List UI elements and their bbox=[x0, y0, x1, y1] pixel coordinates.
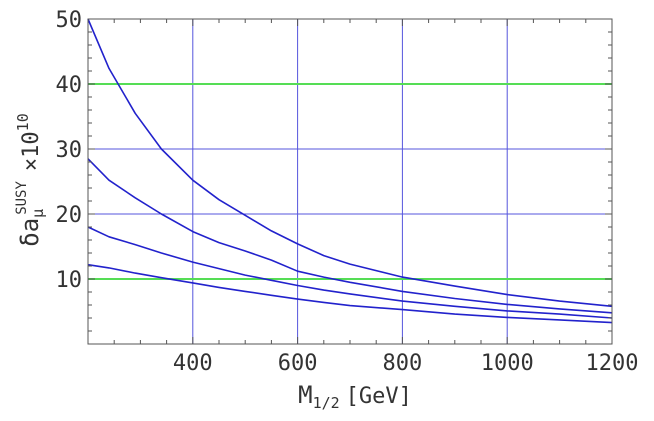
y-tick-label: 10 bbox=[56, 268, 83, 293]
series-line-1 bbox=[87, 18, 613, 308]
plot-frame bbox=[87, 18, 613, 345]
y-axis-label: δaμSUSY ×1010 bbox=[14, 113, 47, 246]
x-tick-label: 1000 bbox=[481, 351, 534, 376]
y-tick-label: 50 bbox=[56, 8, 83, 33]
x-axis-label: M1/2 [GeV] bbox=[298, 381, 412, 412]
y-axis-label-factor: ×10 bbox=[19, 131, 44, 171]
series-line-3 bbox=[87, 226, 613, 319]
x-tick-label: 800 bbox=[383, 351, 423, 376]
x-tick-label: 600 bbox=[278, 351, 318, 376]
y-tick-label: 40 bbox=[56, 73, 83, 98]
x-axis-label-sub: 1/2 bbox=[313, 394, 340, 412]
ticks-layer bbox=[87, 18, 613, 345]
series-layer bbox=[87, 18, 613, 324]
x-axis-label-unit: [GeV] bbox=[346, 384, 412, 409]
x-tick-label: 400 bbox=[173, 351, 213, 376]
y-tick-label: 20 bbox=[56, 203, 83, 228]
series-line-4 bbox=[87, 263, 613, 324]
grid-layer bbox=[88, 19, 612, 344]
y-axis-label-factor-exp: 10 bbox=[14, 113, 32, 131]
x-axis-label-main: M bbox=[298, 381, 312, 409]
series-line-2 bbox=[87, 158, 613, 314]
y-axis-label-sub: μ bbox=[29, 209, 47, 218]
x-tick-label: 1200 bbox=[586, 351, 639, 376]
y-tick-label: 30 bbox=[56, 138, 83, 163]
tick-labels-layer: 400 600 800 1000 1200 10 20 30 40 50 bbox=[56, 8, 639, 376]
y-axis-label-main: δa bbox=[16, 218, 44, 247]
y-axis-label-sup: SUSY bbox=[14, 181, 30, 215]
